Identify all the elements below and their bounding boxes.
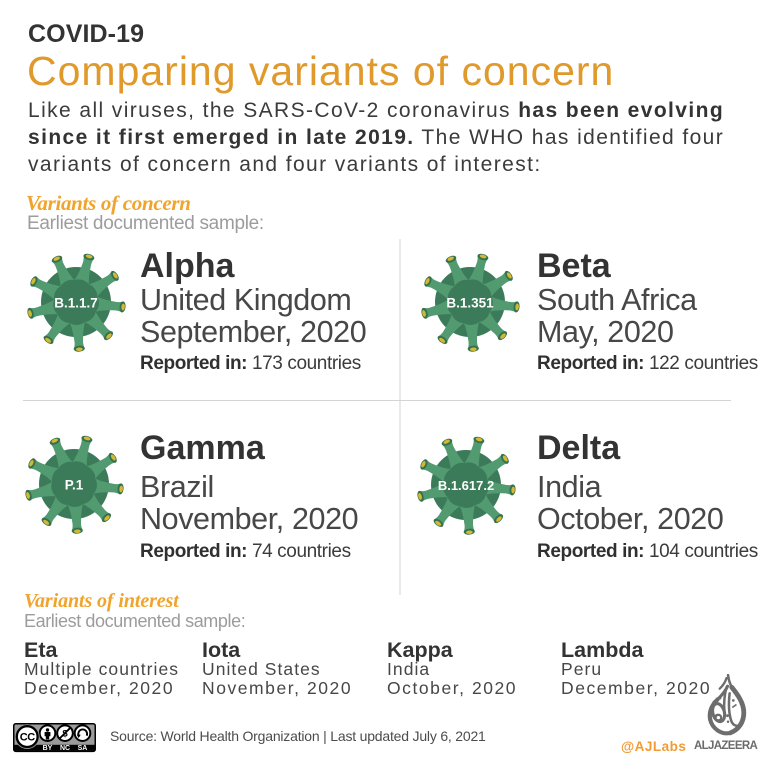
svg-text:B.1.617.2: B.1.617.2 [438, 478, 494, 493]
svg-text:CC: CC [20, 732, 35, 744]
svg-text:NC: NC [60, 745, 70, 752]
svg-text:BY: BY [43, 745, 53, 752]
svg-text:B.1.351: B.1.351 [446, 296, 494, 311]
svg-text:P.1: P.1 [65, 478, 84, 493]
svg-text:B.1.1.7: B.1.1.7 [54, 296, 98, 311]
svg-text:SA: SA [78, 745, 88, 752]
